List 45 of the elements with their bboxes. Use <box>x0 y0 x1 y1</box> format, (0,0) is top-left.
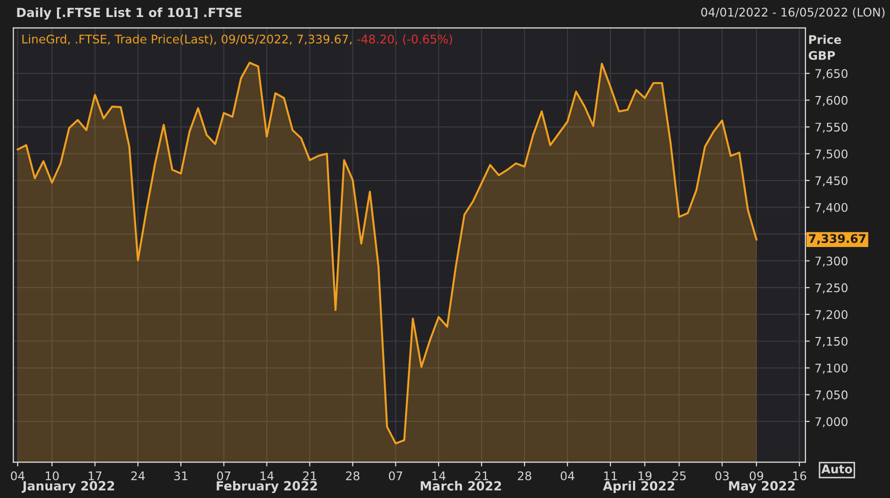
text: Auto <box>821 464 852 474</box>
y-tick-label: 7,600 <box>815 96 848 106</box>
x-tick-label: 07 <box>217 471 230 480</box>
text: 7,339.67 <box>809 234 866 245</box>
y-tick-label: 7,500 <box>815 149 848 160</box>
x-tick-label: 21 <box>303 471 316 480</box>
text: April 2022 <box>602 480 674 494</box>
x-tick-label: 03 <box>715 471 729 480</box>
x-tick-label: 19 <box>638 471 652 480</box>
x-tick-label: 14 <box>432 472 446 480</box>
text: January 2022 <box>22 481 114 494</box>
x-tick-label: 04 <box>10 471 24 480</box>
chart-subtitle: 04/01/2022 - 16/05/2022 (LON) <box>701 7 885 18</box>
x-tick-label: 11 <box>604 472 617 480</box>
y-axis-title: Price GBP <box>808 34 842 60</box>
y-tick-label: 7,150 <box>815 336 848 347</box>
y-tick-label: 7,050 <box>815 390 848 401</box>
y-tick-label: 7,300 <box>815 256 848 267</box>
x-tick-label: 04 <box>560 471 574 480</box>
y-tick-label: 7,400 <box>815 202 848 214</box>
y-tick-label: 7,100 <box>815 364 848 374</box>
x-tick-label: 07 <box>388 471 402 480</box>
y-tick-label: 7,000 <box>815 417 848 428</box>
x-tick-label: 31 <box>174 471 188 480</box>
y-tick-label: 7,650 <box>815 69 848 80</box>
y-tick-label: 7,550 <box>815 122 848 133</box>
y-tick-label: 7,250 <box>815 283 848 294</box>
x-tick-label: 09 <box>750 471 764 480</box>
annotation: LineGrd, .FTSE, Trade Price(Last), 09/05/2022, 7,339.67, <box>22 34 352 45</box>
y-tick-label: 7,200 <box>815 310 848 320</box>
x-tick-label: 24 <box>131 471 145 480</box>
x-tick-label: 14 <box>260 472 274 480</box>
x-tick-label: 28 <box>518 471 532 480</box>
text: May 2022 <box>729 481 795 494</box>
x-tick-label: 16 <box>793 471 806 480</box>
text: February 2022 <box>216 480 317 494</box>
x-tick-label: 10 <box>46 471 59 480</box>
chart-title: Daily [.FTSE List 1 of 101] .FTSE <box>17 7 242 20</box>
y-tick-label: 7,450 <box>815 176 848 186</box>
x-tick-label: 25 <box>672 471 686 480</box>
annotation: -48.20, (-0.65%) <box>357 34 452 45</box>
text: March 2022 <box>420 480 502 491</box>
x-tick-label: 17 <box>88 472 102 480</box>
x-tick-label: 28 <box>346 471 360 480</box>
x-tick-label: 21 <box>474 471 488 480</box>
